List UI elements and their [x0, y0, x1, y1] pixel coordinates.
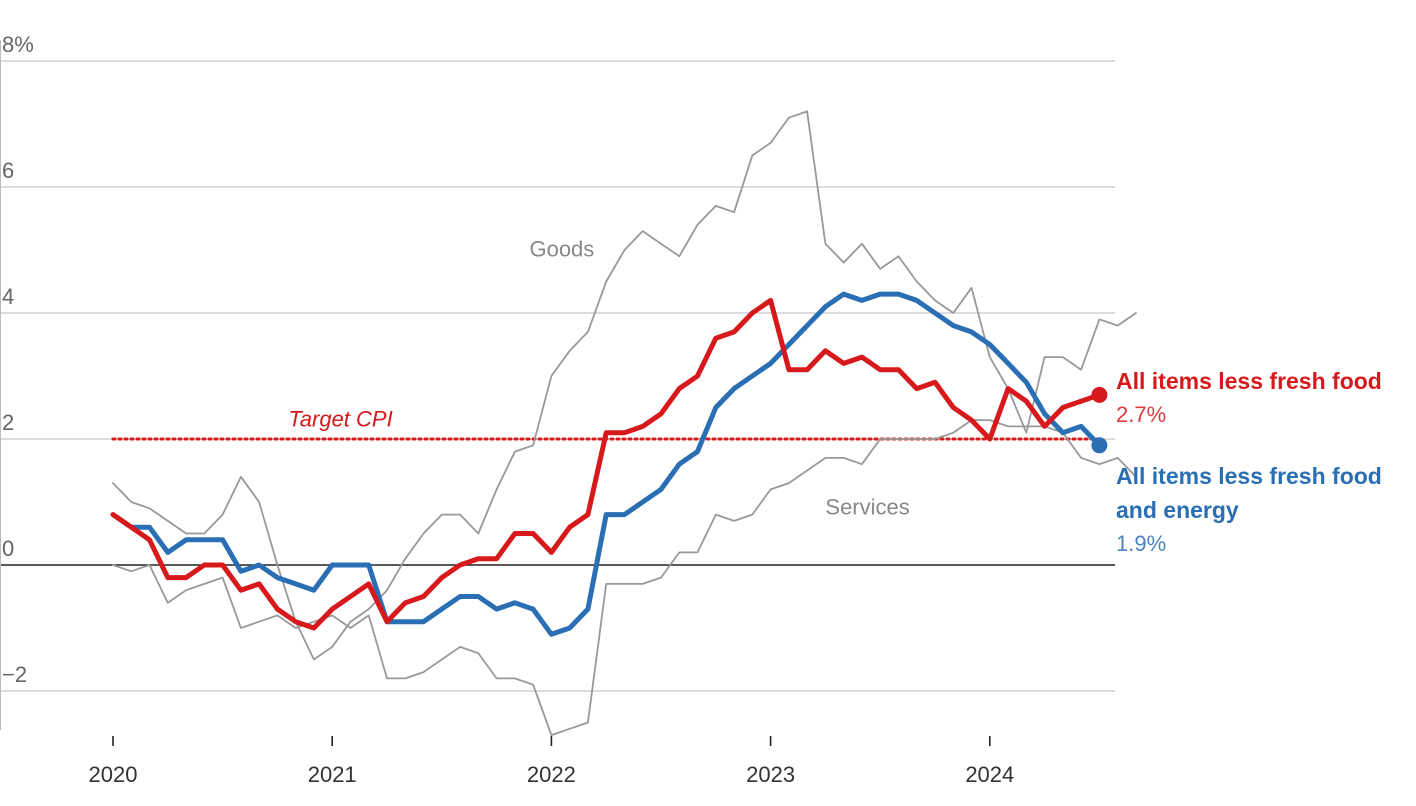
- end-value-core: 2.7%: [1116, 402, 1166, 427]
- end-marker-core_core: [1091, 437, 1108, 454]
- end-value-core_core: 1.9%: [1116, 531, 1166, 556]
- x-tick-label: 2020: [89, 762, 138, 787]
- end-label-core: All items less fresh food: [1116, 368, 1382, 394]
- y-tick-label: 4: [2, 284, 14, 309]
- annotation-label: Target CPI: [288, 406, 392, 431]
- series-line-goods: [112, 110, 1137, 661]
- y-tick-label: −2: [2, 662, 27, 687]
- series-lines: [110, 110, 1137, 736]
- annotations: Goods Services Target CPI: [288, 236, 909, 519]
- series-line-core: [110, 297, 1102, 631]
- y-tick-label: 2: [2, 410, 14, 435]
- x-tick-label: 2021: [308, 762, 357, 787]
- y-tick-label: 8%: [2, 32, 34, 57]
- end-labels: All items less fresh food and energy 1.9% A…: [1091, 368, 1382, 556]
- x-tick-label: 2022: [527, 762, 576, 787]
- x-tick-label: 2024: [965, 762, 1014, 787]
- y-tick-label: 6: [2, 158, 14, 183]
- grid-layer: [0, 40, 1115, 730]
- x-tick-label: 2023: [746, 762, 795, 787]
- end-label-core_core: and energy: [1116, 497, 1239, 523]
- end-marker-core: [1091, 386, 1108, 403]
- end-label-core_core: All items less fresh food: [1116, 463, 1382, 489]
- series-line-services: [112, 419, 1137, 736]
- annotation-label: Services: [825, 495, 909, 520]
- series-line-core_core: [110, 291, 1102, 637]
- y-tick-label: 0: [2, 536, 14, 561]
- x-axis: 2020 2021 2022 2023 2024: [89, 736, 1014, 787]
- annotation-label: Goods: [529, 236, 594, 261]
- y-axis-labels: 8% 6 4 2 0 −2: [2, 32, 34, 687]
